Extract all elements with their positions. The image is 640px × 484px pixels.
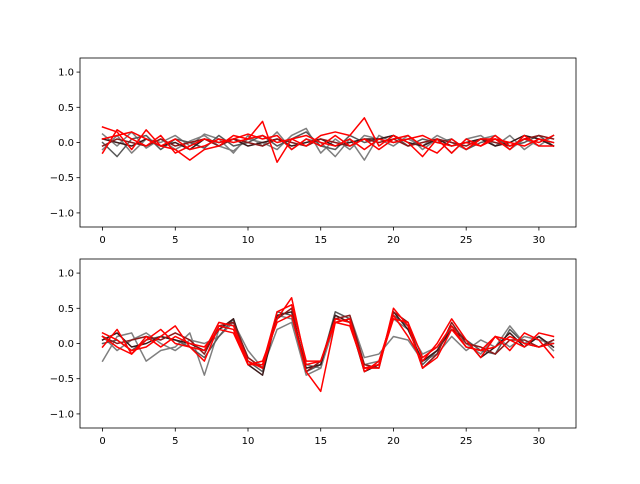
x-tick-label: 30 bbox=[533, 436, 546, 447]
series-line-3 bbox=[101, 131, 555, 158]
x-tick-label: 10 bbox=[242, 235, 255, 246]
x-tick-label: 15 bbox=[314, 235, 327, 246]
x-tick-label: 5 bbox=[172, 235, 178, 246]
y-tick-label: 1.0 bbox=[58, 68, 74, 79]
y-tick-label: 0.0 bbox=[58, 339, 74, 350]
x-tick-label: 30 bbox=[533, 235, 546, 246]
series-line-8 bbox=[101, 131, 555, 151]
series-line-2 bbox=[101, 314, 555, 369]
x-tick-label: 20 bbox=[387, 235, 400, 246]
x-tick-label: 10 bbox=[242, 436, 255, 447]
series-line-7 bbox=[101, 314, 555, 393]
y-tick-label: −0.5 bbox=[50, 374, 74, 385]
axes-1: 0 5 10 15 20 25 30 −1.0 −0.5 0.0 0.5 1.0 bbox=[50, 57, 577, 246]
y-tick-label: −1.0 bbox=[50, 409, 74, 420]
series-line-7 bbox=[101, 129, 555, 155]
axes-2: 0 5 10 15 20 25 30 −1.0 −0.5 0.0 0.5 1.0 bbox=[50, 258, 577, 447]
y-tick-label: 1.0 bbox=[58, 269, 74, 280]
x-tick-label: 0 bbox=[99, 436, 105, 447]
x-tick-label: 25 bbox=[460, 436, 473, 447]
y-tick-label: −0.5 bbox=[50, 173, 74, 184]
y-tick-label: 0.5 bbox=[58, 103, 74, 114]
x-tick-label: 20 bbox=[387, 436, 400, 447]
y-tick-label: −1.0 bbox=[50, 208, 74, 219]
x-tick-label: 25 bbox=[460, 235, 473, 246]
y-tick-label: 0.5 bbox=[58, 304, 74, 315]
x-tick-label: 15 bbox=[314, 436, 327, 447]
x-tick-label: 0 bbox=[99, 235, 105, 246]
series-line-8 bbox=[101, 304, 555, 369]
series-line-1 bbox=[101, 127, 555, 154]
y-tick-label: 0.0 bbox=[58, 138, 74, 149]
x-tick-label: 5 bbox=[172, 436, 178, 447]
